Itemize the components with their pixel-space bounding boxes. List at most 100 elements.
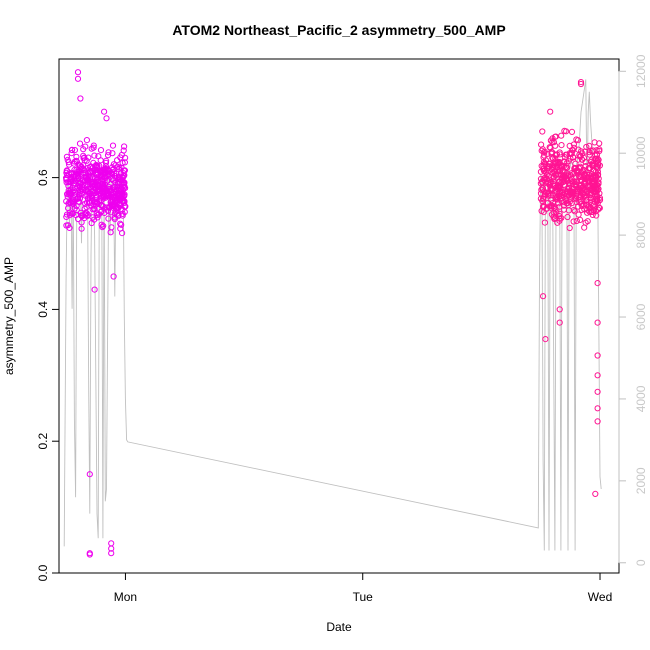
data-point [82,169,89,176]
data-point [589,162,596,170]
y-tick-label: 0.4 [36,301,50,318]
data-point [89,206,96,213]
y2-tick-label: 2000 [634,467,648,494]
data-point-outlier [577,80,585,88]
data-point [585,203,593,210]
data-point [109,150,116,157]
data-point [72,188,79,195]
data-point [119,159,126,167]
data-point [558,197,565,204]
data-point [65,182,72,190]
data-point [85,179,92,186]
data-point [594,181,601,188]
data-point [552,194,559,201]
y-axis-label: asymmetry_500_AMP [2,257,16,375]
data-point [537,175,545,182]
data-point [102,159,110,166]
data-point [96,177,103,185]
data-point [592,152,599,159]
data-point [66,209,73,216]
data-point [584,209,591,216]
data-point [552,172,559,179]
data-point [593,159,600,166]
data-point [555,171,562,178]
data-point [68,150,75,157]
data-point-outlier [74,75,82,82]
y2-tick-label: 6000 [634,303,648,330]
data-point [80,177,87,184]
data-point [114,205,121,212]
data-point [82,209,89,216]
data-point [120,167,128,174]
data-point [70,180,78,187]
data-point [539,197,546,205]
data-point [89,214,96,221]
data-point [547,178,554,185]
data-point [66,161,73,168]
depth-line [63,79,602,551]
data-point [116,164,123,171]
y2-tick-label: 4000 [634,385,648,412]
data-point [552,142,559,149]
data-point [111,170,118,177]
data-point [100,222,107,229]
x-axis-label: Date [326,620,352,634]
data-point [559,167,566,174]
data-point [116,188,124,195]
data-point-outlier [556,306,563,313]
data-point [546,160,553,167]
data-point [566,224,573,232]
y2-tick-label: 8000 [634,221,648,248]
data-point [579,168,587,175]
data-point [77,209,85,216]
data-point [102,172,109,179]
data-point [570,141,578,148]
data-point [552,155,559,162]
data-point [64,191,71,198]
data-point [556,179,563,186]
data-point-outlier [594,418,601,425]
y2-tick-label: 0 [634,559,648,566]
data-point [565,207,573,214]
data-point [589,203,596,210]
data-point [583,143,590,151]
data-point [595,204,603,211]
data-point-outlier [577,79,585,86]
y-tick-label: 0.2 [36,433,50,450]
data-point [89,178,96,185]
data-point-outlier [86,551,93,558]
data-point [578,148,585,155]
data-point [99,202,106,209]
data-point [562,151,569,158]
y2-axis: 0 2000 4000 6000 8000 10000 12000 [618,54,648,566]
data-point [596,147,603,155]
data-point [79,183,86,191]
data-point-outlier [103,115,110,122]
data-point [99,186,106,193]
data-point [114,204,122,211]
data-point [571,144,578,151]
data-point-outlier [594,388,601,395]
data-point [577,191,584,198]
data-point [583,196,590,203]
data-point [76,140,84,147]
data-point [90,144,97,151]
data-point [114,157,121,164]
data-point [582,219,589,226]
data-points [63,69,604,558]
data-point-outlier [108,550,115,557]
data-point-outlier [74,69,82,76]
data-point-outlier [594,405,601,412]
data-point [90,169,97,176]
data-point [73,153,80,160]
data-point [111,216,118,223]
y-tick-label: 0.0 [36,564,50,581]
data-point [573,217,580,224]
data-point [540,149,547,156]
data-point [118,221,125,228]
data-point [78,225,85,232]
data-point [581,172,588,179]
data-point [594,160,601,167]
data-point [546,203,553,210]
